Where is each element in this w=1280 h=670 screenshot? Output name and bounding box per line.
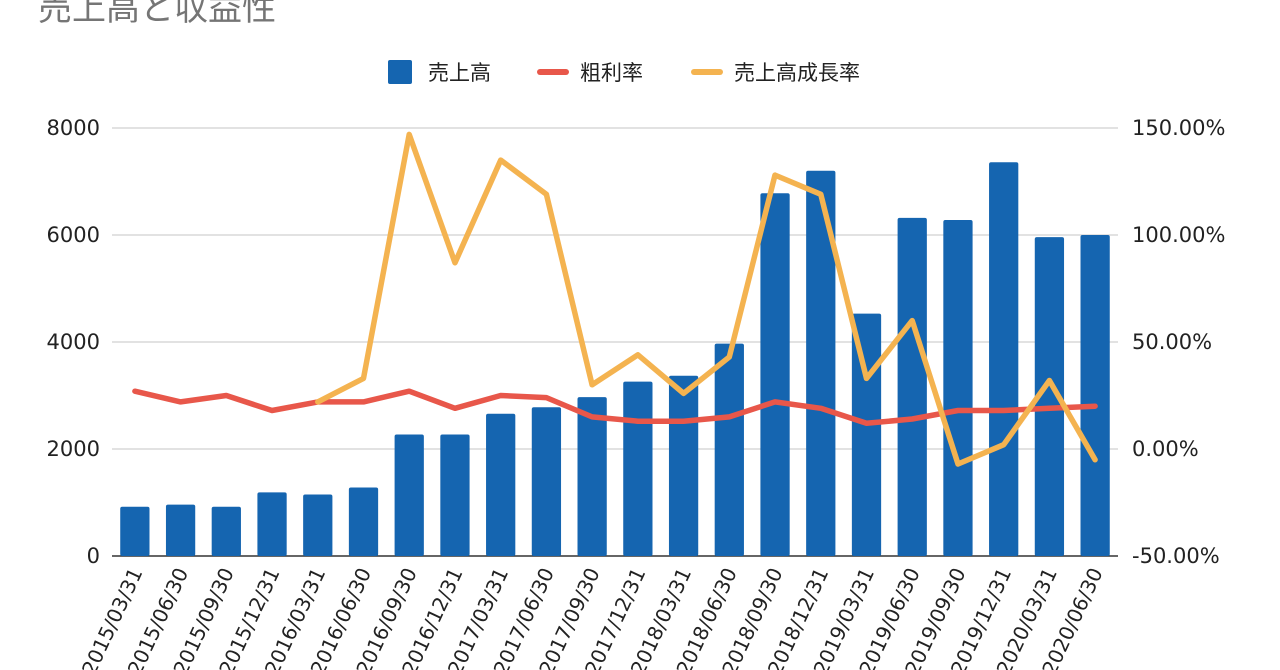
bar — [303, 494, 333, 556]
y-right-tick-label: 50.00% — [1132, 330, 1212, 354]
bar — [211, 506, 241, 556]
bar — [165, 504, 196, 556]
legend-label: 売上高成長率 — [734, 61, 860, 85]
y-right-tick-label: 100.00% — [1132, 223, 1225, 247]
series-line — [315, 131, 1098, 467]
bar — [1080, 235, 1110, 556]
bar — [486, 413, 516, 556]
chart-title: 売上高と収益性 — [38, 0, 276, 29]
legend-item: 売上高 — [388, 60, 491, 85]
bar-series — [120, 162, 1110, 557]
y-left-tick-label: 0 — [87, 544, 100, 568]
legend-item: 売上高成長率 — [691, 61, 860, 85]
series-line-path — [132, 388, 1098, 427]
series-line-path — [315, 131, 1098, 467]
y-left-tick-label: 2000 — [47, 437, 100, 461]
bar — [1034, 237, 1065, 556]
bar — [394, 434, 424, 556]
y-left-tick-label: 8000 — [47, 116, 100, 140]
bar — [806, 170, 836, 557]
x-axis: 2015/03/312015/06/302015/09/302015/12/31… — [77, 564, 1108, 670]
series-line — [132, 388, 1098, 427]
bar — [623, 381, 653, 556]
bar — [851, 313, 882, 556]
bar — [897, 217, 927, 556]
bar — [120, 506, 150, 556]
y-left-axis: 0 2000 4000 6000 8000 — [47, 116, 100, 568]
bar — [714, 343, 744, 556]
legend: 売上高 粗利率 売上高成長率 — [388, 60, 860, 85]
line-series — [132, 131, 1098, 467]
y-right-tick-label: 0.00% — [1132, 437, 1199, 461]
bar — [989, 162, 1019, 557]
legend-label: 売上高 — [428, 61, 491, 85]
y-right-tick-label: 150.00% — [1132, 116, 1225, 140]
legend-item: 粗利率 — [537, 61, 643, 85]
bar — [531, 407, 562, 556]
y-left-tick-label: 4000 — [47, 330, 100, 354]
legend-swatch — [388, 60, 412, 84]
bar — [943, 220, 973, 556]
bar — [577, 397, 607, 556]
bar — [760, 193, 790, 556]
bar — [348, 487, 379, 556]
y-right-tick-label: -50.00% — [1132, 544, 1220, 568]
bar — [440, 434, 470, 556]
legend-label: 粗利率 — [580, 61, 643, 85]
bar — [668, 375, 699, 556]
y-right-axis: -50.00% 0.00% 50.00% 100.00% 150.00% — [1132, 116, 1225, 568]
y-left-tick-label: 6000 — [47, 223, 100, 247]
bar — [257, 492, 287, 556]
